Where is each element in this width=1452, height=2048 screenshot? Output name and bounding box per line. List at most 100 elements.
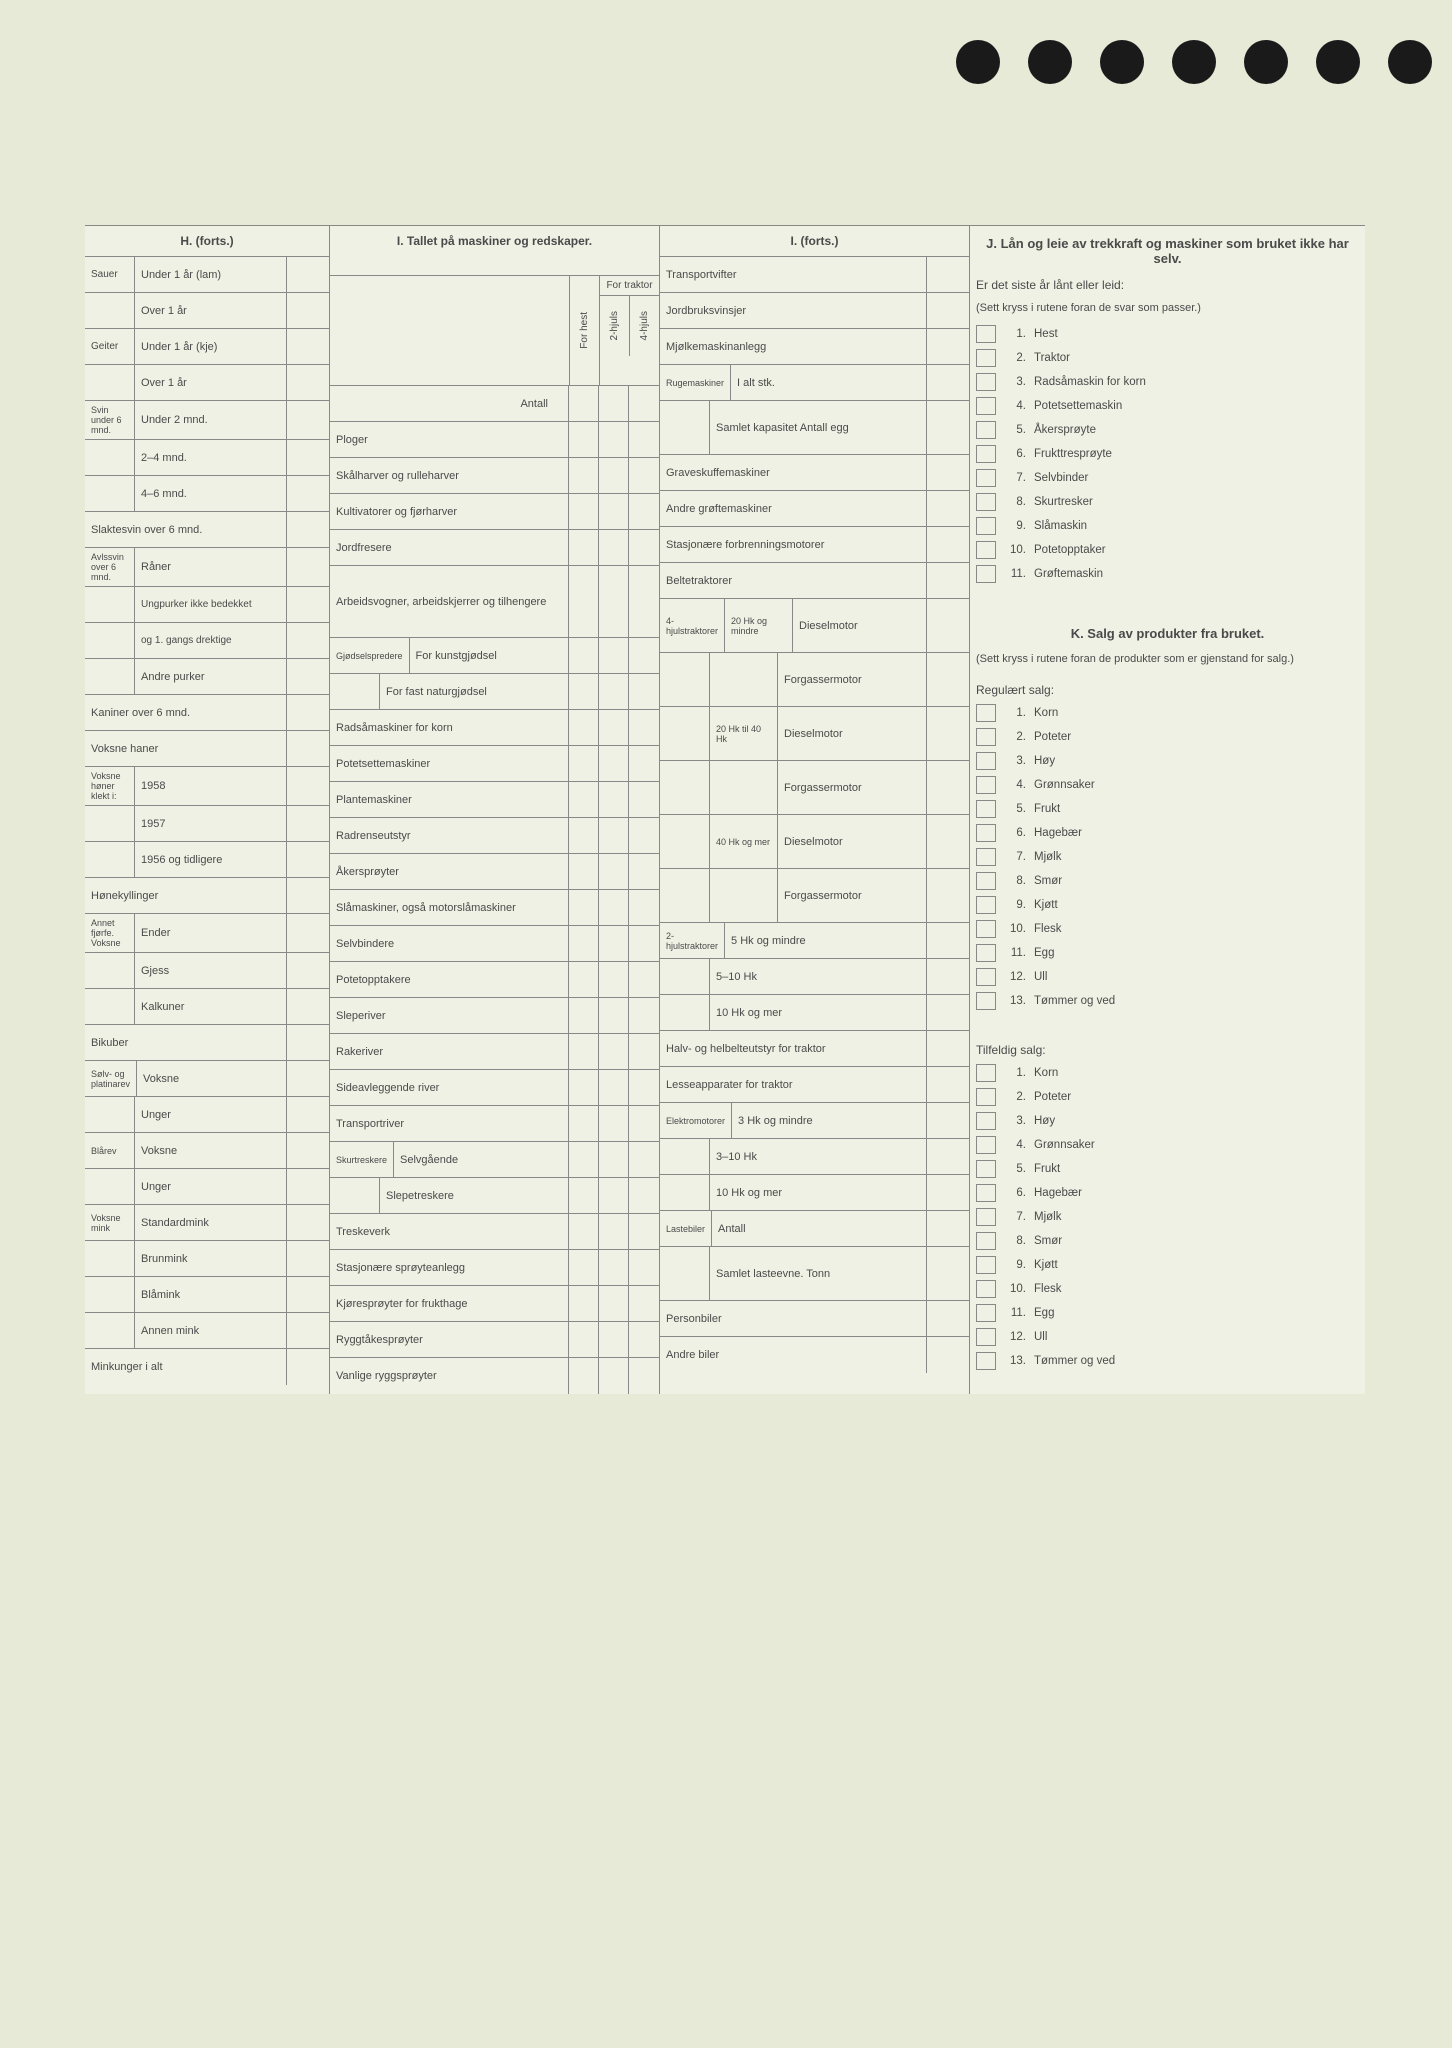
checkbox[interactable] (976, 517, 996, 535)
checklist-label: Potetopptaker (1034, 544, 1106, 556)
i2-header: I. (forts.) (660, 226, 969, 257)
k-header: K. Salg av produkter fra bruket. (970, 616, 1365, 651)
checklist-label: Tømmer og ved (1034, 995, 1115, 1007)
checklist-item: 6.Hagebær (970, 821, 1365, 845)
checklist-label: Korn (1034, 707, 1058, 719)
checkbox[interactable] (976, 1208, 996, 1226)
checkbox[interactable] (976, 1064, 996, 1082)
checklist-item: 7.Selvbinder (970, 466, 1365, 490)
checkbox[interactable] (976, 349, 996, 367)
checklist-label: Kjøtt (1034, 1259, 1058, 1271)
checkbox[interactable] (976, 1328, 996, 1346)
checklist-item: 7.Mjølk (970, 845, 1365, 869)
checkbox[interactable] (976, 872, 996, 890)
k-regular-list: 1.Korn2.Poteter3.Høy4.Grønnsaker5.Frukt6… (970, 701, 1365, 1013)
checkbox[interactable] (976, 1112, 996, 1130)
section-i2: I. (forts.) Transportvifter Jordbruksvin… (660, 226, 970, 1394)
checklist-item: 13.Tømmer og ved (970, 989, 1365, 1013)
checklist-item: 2.Poteter (970, 1085, 1365, 1109)
checkbox[interactable] (976, 445, 996, 463)
checklist-label: Hest (1034, 328, 1058, 340)
checklist-item: 8.Smør (970, 869, 1365, 893)
checklist-item: 1.Korn (970, 701, 1365, 725)
checkbox[interactable] (976, 1256, 996, 1274)
checklist-item: 5.Åkersprøyte (970, 418, 1365, 442)
checklist-item: 11.Egg (970, 941, 1365, 965)
checkbox[interactable] (976, 325, 996, 343)
checkbox[interactable] (976, 1232, 996, 1250)
checklist-item: 12.Ull (970, 1325, 1365, 1349)
h-row: Sauer Under 1 år (lam) (85, 257, 329, 293)
checklist-item: 3.Høy (970, 1109, 1365, 1133)
checklist-label: Grønnsaker (1034, 779, 1095, 791)
checkbox[interactable] (976, 1352, 996, 1370)
checkbox[interactable] (976, 541, 996, 559)
checklist-item: 4.Grønnsaker (970, 773, 1365, 797)
checkbox[interactable] (976, 1160, 996, 1178)
checkbox[interactable] (976, 992, 996, 1010)
checkbox[interactable] (976, 824, 996, 842)
checklist-label: Egg (1034, 947, 1054, 959)
checklist-item: 2.Poteter (970, 725, 1365, 749)
checklist-label: Egg (1034, 1307, 1054, 1319)
checkbox[interactable] (976, 944, 996, 962)
checklist-label: Skurtresker (1034, 496, 1093, 508)
checklist-label: Poteter (1034, 731, 1071, 743)
section-jk: J. Lån og leie av trekkraft og maskiner … (970, 226, 1365, 1394)
checkbox[interactable] (976, 752, 996, 770)
section-i1: I. Tallet på maskiner og redskaper. For … (330, 226, 660, 1394)
checklist-label: Ull (1034, 1331, 1047, 1343)
checklist-label: Frukt (1034, 1163, 1060, 1175)
checklist-label: Poteter (1034, 1091, 1071, 1103)
checklist-label: Åkersprøyte (1034, 424, 1096, 436)
checklist-item: 11.Grøftemaskin (970, 562, 1365, 586)
h-header: H. (forts.) (85, 226, 329, 257)
checklist-label: Potetsettemaskin (1034, 400, 1122, 412)
checkbox[interactable] (976, 776, 996, 794)
checklist-label: Ull (1034, 971, 1047, 983)
checkbox[interactable] (976, 1136, 996, 1154)
checklist-item: 10.Flesk (970, 917, 1365, 941)
checklist-label: Selvbinder (1034, 472, 1088, 484)
checkbox[interactable] (976, 493, 996, 511)
binder-holes (956, 40, 1432, 84)
checkbox[interactable] (976, 565, 996, 583)
checkbox[interactable] (976, 1088, 996, 1106)
checklist-label: Hagebær (1034, 1187, 1082, 1199)
checklist-item: 9.Kjøtt (970, 893, 1365, 917)
checkbox[interactable] (976, 704, 996, 722)
checklist-item: 11.Egg (970, 1301, 1365, 1325)
checklist-item: 5.Frukt (970, 797, 1365, 821)
form-page: H. (forts.) Sauer Under 1 år (lam) Over … (85, 225, 1365, 1394)
checklist-label: Smør (1034, 1235, 1062, 1247)
checkbox[interactable] (976, 469, 996, 487)
checklist-item: 3.Radsåmaskin for korn (970, 370, 1365, 394)
checkbox[interactable] (976, 421, 996, 439)
checklist-item: 9.Slåmaskin (970, 514, 1365, 538)
checkbox[interactable] (976, 968, 996, 986)
checklist-label: Høy (1034, 1115, 1055, 1127)
checkbox[interactable] (976, 397, 996, 415)
checkbox[interactable] (976, 728, 996, 746)
checkbox[interactable] (976, 1184, 996, 1202)
checkbox[interactable] (976, 896, 996, 914)
checkbox[interactable] (976, 800, 996, 818)
checklist-item: 7.Mjølk (970, 1205, 1365, 1229)
checklist-item: 10.Potetopptaker (970, 538, 1365, 562)
checklist-item: 1.Hest (970, 322, 1365, 346)
checklist-item: 6.Hagebær (970, 1181, 1365, 1205)
checklist-label: Traktor (1034, 352, 1070, 364)
checklist-label: Høy (1034, 755, 1055, 767)
checkbox[interactable] (976, 373, 996, 391)
checkbox[interactable] (976, 1280, 996, 1298)
checkbox[interactable] (976, 848, 996, 866)
checklist-label: Korn (1034, 1067, 1058, 1079)
checklist-label: Slåmaskin (1034, 520, 1087, 532)
checklist-item: 8.Skurtresker (970, 490, 1365, 514)
checklist-item: 2.Traktor (970, 346, 1365, 370)
checklist-item: 10.Flesk (970, 1277, 1365, 1301)
checkbox[interactable] (976, 920, 996, 938)
checklist-item: 9.Kjøtt (970, 1253, 1365, 1277)
j-header: J. Lån og leie av trekkraft og maskiner … (970, 226, 1365, 276)
checkbox[interactable] (976, 1304, 996, 1322)
